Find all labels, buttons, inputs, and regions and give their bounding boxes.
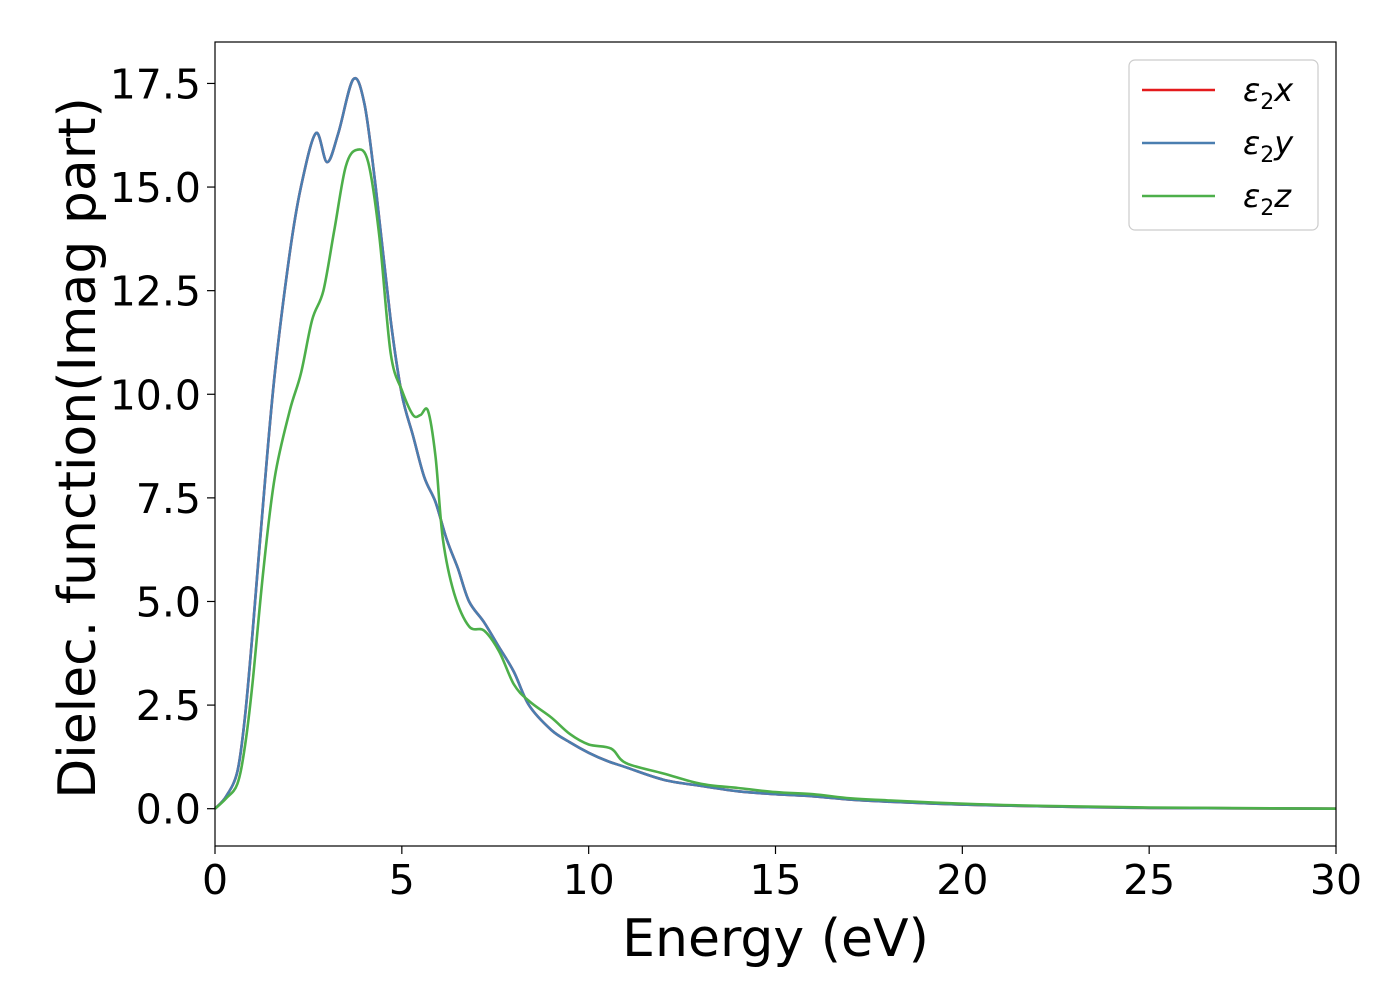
series-line-y [214,76,1337,810]
y-tick-label: 10.0 [110,371,201,419]
y-axis-ticks: 0.0 2.5 5.0 7.5 10.0 12.5 15.0 17.5 [110,60,215,834]
x-tick-label: 15 [749,856,801,904]
x-tick-label: 10 [563,856,615,904]
y-tick-label: 12.5 [110,268,201,316]
x-tick-label: 5 [389,856,415,904]
legend: ε2x ε2y ε2z [1128,59,1319,231]
legend-label-x: ε2x [1243,71,1294,115]
y-tick-label: 5.0 [136,578,201,626]
series-layer [214,76,1337,810]
series-line-z [214,148,1337,810]
y-tick-label: 17.5 [110,60,201,108]
y-tick-label: 15.0 [110,164,201,212]
y-tick-label: 2.5 [136,682,201,730]
x-axis-ticks: 0 5 10 15 20 25 30 [202,846,1362,904]
legend-box [1128,59,1319,231]
legend-label-y: ε2y [1243,124,1294,168]
y-axis-label: Dielec. function(Imag part) [48,97,108,799]
x-tick-label: 20 [936,856,988,904]
legend-label-z: ε2z [1243,177,1292,221]
x-tick-label: 30 [1310,856,1362,904]
y-tick-label: 7.5 [136,475,201,523]
y-tick-label: 0.0 [136,786,201,834]
x-tick-label: 25 [1123,856,1175,904]
x-tick-label: 0 [202,856,228,904]
x-axis-label: Energy (eV) [622,909,929,969]
